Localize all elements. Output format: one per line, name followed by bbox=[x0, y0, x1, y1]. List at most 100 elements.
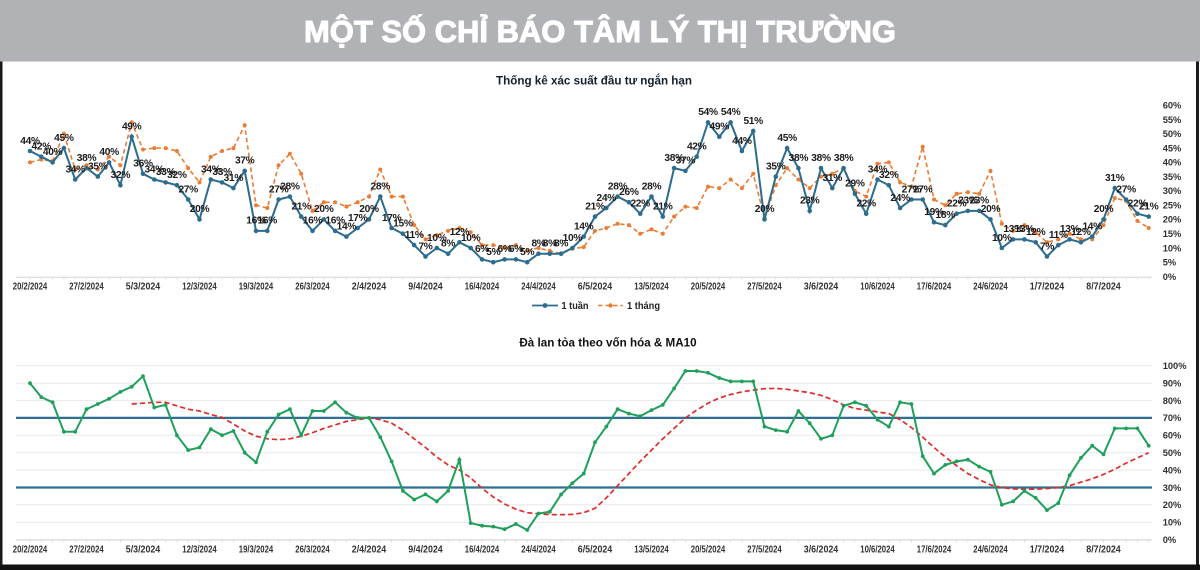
svg-text:40%: 40% bbox=[1163, 465, 1182, 475]
svg-text:10%: 10% bbox=[563, 233, 583, 244]
svg-text:26/3/2024: 26/3/2024 bbox=[295, 282, 330, 293]
svg-text:23%: 23% bbox=[958, 196, 978, 207]
svg-text:12/3/2024: 12/3/2024 bbox=[182, 545, 217, 556]
svg-text:14%: 14% bbox=[574, 221, 594, 232]
svg-text:36%: 36% bbox=[133, 159, 153, 170]
svg-text:30%: 30% bbox=[1163, 483, 1182, 493]
svg-text:21%: 21% bbox=[653, 201, 673, 212]
svg-text:31%: 31% bbox=[1105, 173, 1125, 184]
svg-text:0%: 0% bbox=[1163, 272, 1177, 282]
svg-text:33%: 33% bbox=[156, 167, 176, 178]
svg-text:21%: 21% bbox=[585, 201, 605, 212]
svg-text:6/5/2024: 6/5/2024 bbox=[578, 282, 613, 293]
svg-text:42%: 42% bbox=[687, 142, 707, 153]
svg-text:34%: 34% bbox=[145, 164, 165, 175]
svg-text:28%: 28% bbox=[280, 181, 300, 192]
svg-text:5%: 5% bbox=[486, 247, 500, 258]
svg-text:12%: 12% bbox=[1026, 227, 1046, 238]
svg-text:MỘT SỐ CHỈ BÁO TÂM LÝ THỊ TRƯỜ: MỘT SỐ CHỈ BÁO TÂM LÝ THỊ TRƯỜNG bbox=[304, 13, 896, 49]
svg-text:15%: 15% bbox=[393, 219, 413, 230]
svg-text:24/6/2024: 24/6/2024 bbox=[973, 545, 1008, 556]
svg-text:6/5/2024: 6/5/2024 bbox=[578, 545, 613, 556]
svg-text:42%: 42% bbox=[32, 142, 52, 153]
svg-text:13/5/2024: 13/5/2024 bbox=[634, 282, 669, 293]
svg-text:20/2/2024: 20/2/2024 bbox=[13, 545, 48, 556]
svg-text:10/6/2024: 10/6/2024 bbox=[860, 545, 895, 556]
svg-text:16/4/2024: 16/4/2024 bbox=[465, 282, 500, 293]
svg-text:25%: 25% bbox=[1163, 201, 1182, 211]
svg-text:5/3/2024: 5/3/2024 bbox=[126, 545, 161, 556]
svg-text:6%: 6% bbox=[475, 244, 489, 255]
svg-text:27%: 27% bbox=[913, 184, 933, 195]
svg-text:1 tuần: 1 tuần bbox=[562, 300, 589, 312]
svg-text:50%: 50% bbox=[1163, 448, 1182, 458]
svg-text:34%: 34% bbox=[868, 164, 888, 175]
svg-text:8/7/2024: 8/7/2024 bbox=[1086, 282, 1121, 293]
svg-text:7%: 7% bbox=[1040, 241, 1054, 252]
svg-text:90%: 90% bbox=[1163, 379, 1182, 389]
svg-text:16%: 16% bbox=[303, 216, 323, 227]
svg-text:33%: 33% bbox=[212, 167, 232, 178]
svg-text:19/3/2024: 19/3/2024 bbox=[239, 545, 274, 556]
svg-text:7%: 7% bbox=[418, 241, 432, 252]
svg-text:10/6/2024: 10/6/2024 bbox=[860, 282, 895, 293]
svg-text:22%: 22% bbox=[1128, 199, 1148, 210]
svg-text:22%: 22% bbox=[630, 199, 650, 210]
svg-text:10%: 10% bbox=[1163, 243, 1182, 253]
svg-text:14%: 14% bbox=[1082, 221, 1102, 232]
svg-text:27/2/2024: 27/2/2024 bbox=[69, 545, 104, 556]
svg-text:20/5/2024: 20/5/2024 bbox=[691, 545, 726, 556]
svg-text:12%: 12% bbox=[450, 227, 470, 238]
svg-text:26/3/2024: 26/3/2024 bbox=[295, 545, 330, 556]
svg-text:12%: 12% bbox=[1071, 227, 1091, 238]
svg-text:38%: 38% bbox=[77, 153, 97, 164]
svg-text:37%: 37% bbox=[235, 156, 255, 167]
svg-text:49%: 49% bbox=[710, 122, 730, 133]
svg-text:6%: 6% bbox=[498, 244, 512, 255]
svg-text:21%: 21% bbox=[1139, 201, 1159, 212]
svg-text:27%: 27% bbox=[178, 184, 198, 195]
svg-text:17/6/2024: 17/6/2024 bbox=[917, 545, 952, 556]
svg-text:20/5/2024: 20/5/2024 bbox=[691, 282, 726, 293]
svg-text:16%: 16% bbox=[246, 216, 266, 227]
svg-text:45%: 45% bbox=[1163, 143, 1182, 153]
svg-text:3/6/2024: 3/6/2024 bbox=[804, 545, 839, 556]
svg-text:10%: 10% bbox=[461, 233, 481, 244]
svg-text:16%: 16% bbox=[258, 216, 278, 227]
svg-text:60%: 60% bbox=[1163, 431, 1182, 441]
svg-text:60%: 60% bbox=[1163, 101, 1182, 111]
svg-text:24/4/2024: 24/4/2024 bbox=[521, 282, 556, 293]
svg-text:27/5/2024: 27/5/2024 bbox=[747, 282, 782, 293]
svg-text:3/6/2024: 3/6/2024 bbox=[804, 282, 839, 293]
svg-text:20%: 20% bbox=[190, 204, 210, 215]
svg-text:34%: 34% bbox=[201, 164, 221, 175]
svg-text:5%: 5% bbox=[1163, 258, 1177, 268]
svg-text:20%: 20% bbox=[1163, 215, 1182, 225]
svg-text:27%: 27% bbox=[902, 184, 922, 195]
svg-text:Thống kê xác suất đầu tư ngắn: Thống kê xác suất đầu tư ngắn hạn bbox=[496, 75, 692, 88]
svg-text:54%: 54% bbox=[721, 107, 741, 118]
svg-text:31%: 31% bbox=[823, 173, 843, 184]
svg-text:40%: 40% bbox=[99, 147, 119, 158]
svg-text:1 tháng: 1 tháng bbox=[627, 301, 660, 312]
svg-text:40%: 40% bbox=[1163, 158, 1182, 168]
svg-text:35%: 35% bbox=[88, 161, 108, 172]
svg-text:9/4/2024: 9/4/2024 bbox=[408, 545, 443, 556]
svg-text:20/2/2024: 20/2/2024 bbox=[13, 282, 48, 293]
svg-text:45%: 45% bbox=[54, 133, 74, 144]
svg-text:8%: 8% bbox=[554, 239, 568, 250]
svg-text:28%: 28% bbox=[642, 181, 662, 192]
svg-text:13/5/2024: 13/5/2024 bbox=[634, 545, 669, 556]
svg-text:9/4/2024: 9/4/2024 bbox=[408, 282, 443, 293]
svg-text:49%: 49% bbox=[122, 122, 142, 133]
svg-text:0%: 0% bbox=[1163, 535, 1177, 545]
svg-text:20%: 20% bbox=[1163, 500, 1182, 510]
svg-text:21%: 21% bbox=[291, 201, 311, 212]
svg-text:8%: 8% bbox=[543, 239, 557, 250]
svg-text:10%: 10% bbox=[992, 233, 1012, 244]
svg-text:10%: 10% bbox=[427, 233, 447, 244]
svg-text:16/4/2024: 16/4/2024 bbox=[465, 545, 500, 556]
svg-text:11%: 11% bbox=[1049, 230, 1068, 241]
svg-text:38%: 38% bbox=[789, 153, 809, 164]
svg-text:27%: 27% bbox=[1116, 184, 1136, 195]
